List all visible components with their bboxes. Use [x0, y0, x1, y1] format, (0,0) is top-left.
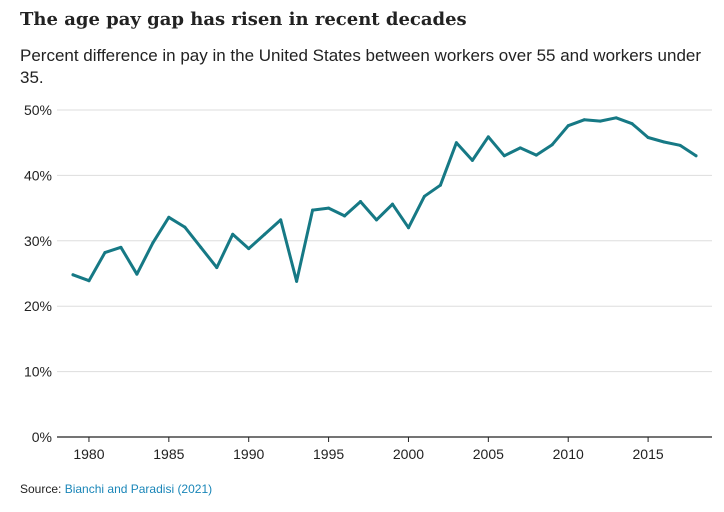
y-axis-tick-labels: 0% 10% 20% 30% 40% 50%	[24, 102, 52, 445]
source-label: Source:	[20, 482, 62, 496]
data-point	[518, 146, 522, 150]
y-tick-label: 30%	[24, 233, 52, 249]
x-tick-label: 2000	[393, 446, 424, 462]
data-point	[630, 122, 634, 126]
series-line	[71, 116, 698, 283]
chart-subtitle: Percent difference in pay in the United …	[20, 46, 702, 87]
data-point	[183, 225, 187, 229]
data-point	[327, 206, 331, 210]
x-tick-label: 1980	[73, 446, 104, 462]
data-point	[582, 118, 586, 122]
data-point	[87, 279, 91, 283]
x-tick-label: 2010	[553, 446, 584, 462]
data-point	[598, 119, 602, 123]
x-tick-label: 1990	[233, 446, 264, 462]
data-point	[646, 135, 650, 139]
data-point	[231, 232, 235, 236]
data-point	[167, 215, 171, 219]
x-axis-ticks: 1980 1985 1990 1995 2000 2005 2010 2015	[73, 437, 664, 462]
data-point	[614, 116, 618, 120]
data-point	[454, 141, 458, 145]
data-point	[311, 208, 315, 212]
data-point	[135, 272, 139, 276]
data-point	[390, 202, 394, 206]
data-point	[119, 245, 123, 249]
y-tick-label: 0%	[32, 429, 52, 445]
data-point	[486, 135, 490, 139]
y-tick-label: 20%	[24, 298, 52, 314]
series-layer	[71, 116, 698, 283]
y-tick-label: 50%	[24, 102, 52, 118]
data-point	[359, 200, 363, 204]
data-point	[215, 266, 219, 270]
data-point	[566, 124, 570, 128]
data-point	[502, 154, 506, 158]
data-point	[470, 158, 474, 162]
x-tick-label: 2015	[633, 446, 664, 462]
data-point	[279, 218, 283, 222]
data-point	[71, 273, 75, 277]
chart-title: The age pay gap has risen in recent deca…	[20, 9, 467, 30]
y-tick-label: 40%	[24, 167, 52, 183]
data-point	[263, 232, 267, 236]
data-point	[199, 245, 203, 249]
data-point	[678, 143, 682, 147]
y-tick-label: 10%	[24, 364, 52, 380]
data-point	[151, 241, 155, 245]
data-point	[375, 218, 379, 222]
data-point	[662, 140, 666, 144]
data-point	[550, 143, 554, 147]
data-point	[438, 183, 442, 187]
data-point	[406, 226, 410, 230]
grid-lines	[57, 109, 712, 373]
data-point	[247, 247, 251, 251]
data-point	[103, 251, 107, 255]
x-tick-label: 1995	[313, 446, 344, 462]
x-tick-label: 1985	[153, 446, 184, 462]
data-point	[295, 279, 299, 283]
data-point	[422, 194, 426, 198]
x-tick-label: 2005	[473, 446, 504, 462]
data-point	[343, 214, 347, 218]
source-link[interactable]: Bianchi and Paradisi (2021)	[64, 482, 213, 496]
source-note: Source: Bianchi and Paradisi (2021)	[20, 482, 212, 496]
data-point	[534, 153, 538, 157]
data-point	[694, 154, 698, 158]
